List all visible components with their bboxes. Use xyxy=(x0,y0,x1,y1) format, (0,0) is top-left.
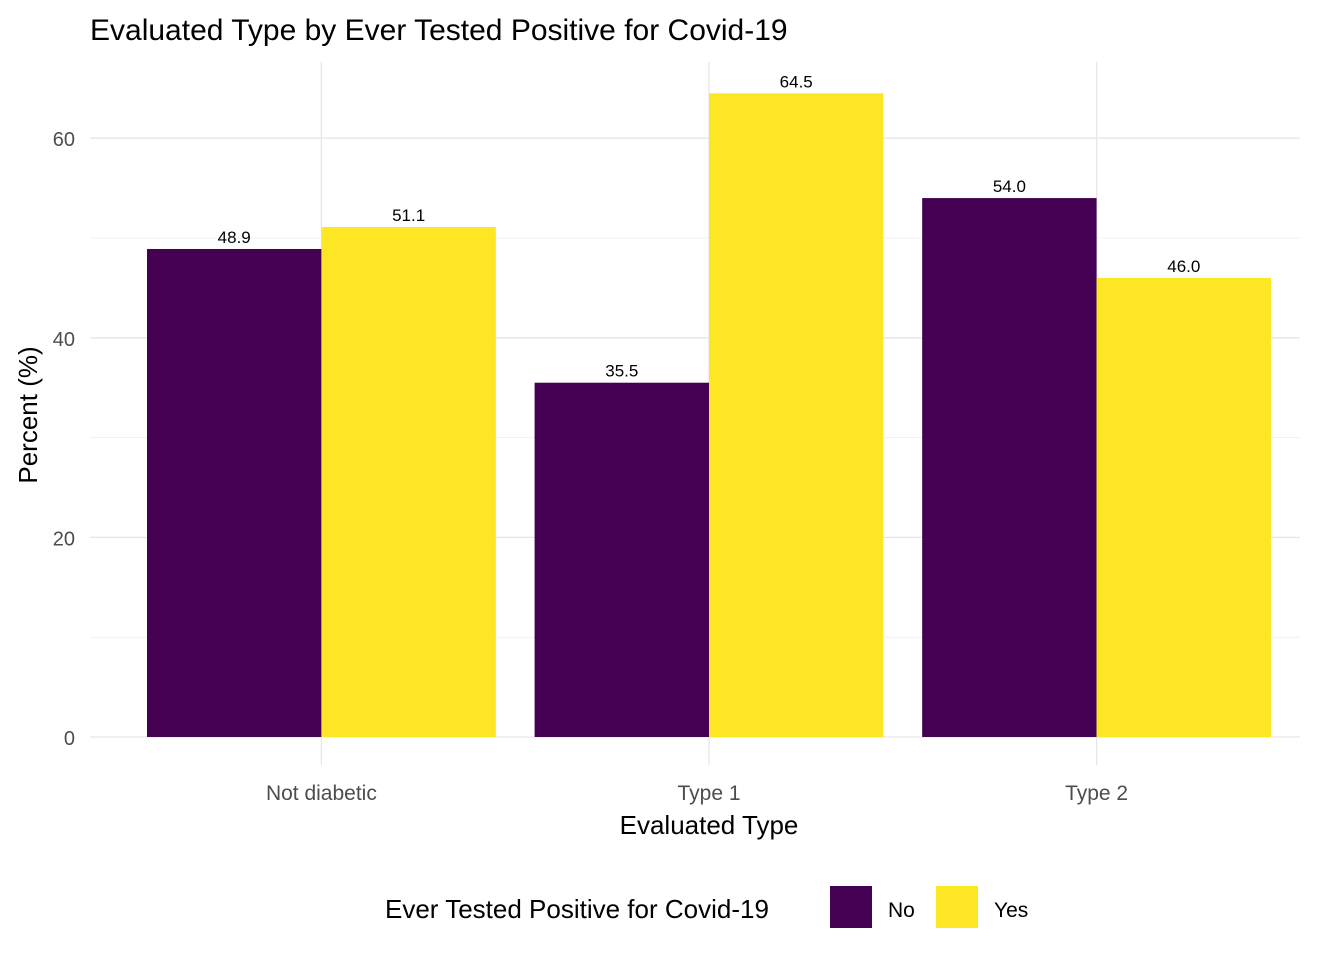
x-tick-label: Not diabetic xyxy=(266,782,377,805)
legend-key-yes xyxy=(936,886,978,928)
bar-value-label: 48.9 xyxy=(218,228,251,247)
y-tick-label: 40 xyxy=(53,329,75,351)
bar-value-label: 54.0 xyxy=(993,177,1026,196)
y-tick-label: 20 xyxy=(53,528,75,550)
legend-label-yes: Yes xyxy=(994,899,1028,922)
y-tick-label: 60 xyxy=(53,129,75,151)
x-tick-label: Type 1 xyxy=(677,782,740,805)
bar-no xyxy=(147,248,322,737)
chart-title: Evaluated Type by Ever Tested Positive f… xyxy=(90,14,788,47)
x-axis-title: Evaluated Type xyxy=(620,810,799,840)
axis-ticks: 0 20 40 60 Not diabetic Type 1 Type 2 xyxy=(53,129,1128,805)
bar-value-label: 51.1 xyxy=(392,206,425,225)
legend-label-no: No xyxy=(888,899,915,922)
bars xyxy=(147,93,1271,738)
bar-value-label: 46.0 xyxy=(1167,257,1200,276)
bar-yes xyxy=(709,93,884,738)
bar-yes xyxy=(1096,277,1271,737)
x-tick-label: Type 2 xyxy=(1065,782,1128,805)
legend-key-no xyxy=(830,886,872,928)
bar-value-label: 64.5 xyxy=(780,72,813,91)
value-labels: 48.9 51.1 35.5 64.5 54.0 46.0 xyxy=(218,72,1201,380)
bar-no xyxy=(534,382,709,737)
legend: Ever Tested Positive for Covid-19 No Yes xyxy=(385,886,1028,928)
bar-no xyxy=(922,198,1097,737)
bar-yes xyxy=(321,227,496,737)
y-axis-title: Percent (%) xyxy=(13,346,43,483)
y-tick-label: 0 xyxy=(64,728,75,750)
bar-value-label: 35.5 xyxy=(605,362,638,381)
legend-title: Ever Tested Positive for Covid-19 xyxy=(385,894,769,924)
